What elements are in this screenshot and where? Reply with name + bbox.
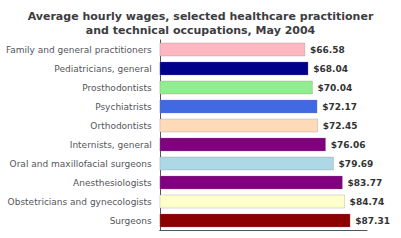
svg-text:Obstetricians and gynecologist: Obstetricians and gynecologists: [8, 197, 152, 207]
svg-text:$79.69: $79.69: [339, 159, 374, 169]
svg-text:$72.17: $72.17: [322, 102, 357, 112]
svg-text:Pediatricians, general: Pediatricians, general: [54, 64, 151, 74]
svg-text:Prosthodontists: Prosthodontists: [82, 83, 152, 93]
svg-text:Anesthesiologists: Anesthesiologists: [73, 178, 152, 188]
svg-text:$83.77: $83.77: [348, 178, 383, 188]
svg-text:$72.45: $72.45: [323, 121, 358, 131]
svg-text:$76.06: $76.06: [331, 140, 366, 150]
svg-text:$87.31: $87.31: [355, 216, 390, 226]
svg-text:Orthodontists: Orthodontists: [90, 121, 152, 131]
svg-text:Average hourly wages, selected: Average hourly wages, selected healthcar…: [28, 10, 374, 23]
svg-text:and technical occupations, May: and technical occupations, May 2004: [86, 24, 316, 37]
svg-text:Oral and maxillofacial surgeon: Oral and maxillofacial surgeons: [10, 159, 152, 169]
svg-text:Psychiatrists: Psychiatrists: [95, 102, 152, 112]
svg-text:$68.04: $68.04: [313, 64, 348, 74]
svg-text:$84.74: $84.74: [350, 197, 385, 207]
svg-text:$66.58: $66.58: [310, 45, 345, 55]
svg-text:Family and general practitione: Family and general practitioners: [6, 45, 152, 55]
svg-text:$70.04: $70.04: [318, 83, 353, 93]
svg-text:Internists, general: Internists, general: [70, 140, 152, 150]
svg-text:Surgeons: Surgeons: [110, 216, 152, 226]
